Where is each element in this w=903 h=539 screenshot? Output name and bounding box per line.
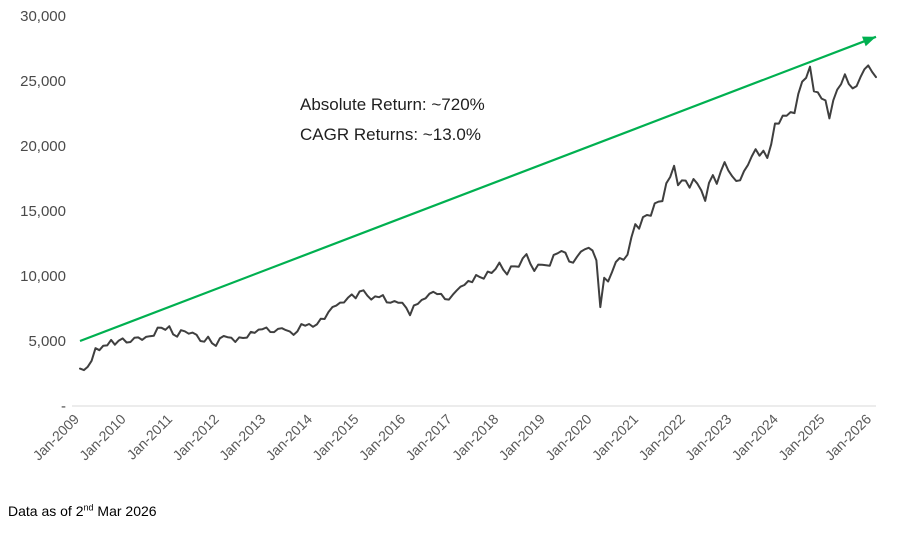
trend-arrowhead-icon [862, 36, 876, 47]
x-tick-label: Jan-2012 [169, 411, 222, 464]
y-tick-label: 20,000 [20, 138, 66, 155]
x-tick-label: Jan-2022 [635, 411, 688, 464]
footer-suffix: Mar 2026 [93, 503, 157, 519]
x-tick-label: Jan-2010 [76, 411, 129, 464]
x-tick-label: Jan-2009 [30, 411, 83, 464]
cagr-return-label: CAGR Returns: ~13.0% [300, 125, 481, 144]
x-tick-label: Jan-2023 [682, 411, 735, 464]
x-tick-label: Jan-2019 [495, 411, 548, 464]
x-tick-label: Jan-2016 [356, 411, 409, 464]
y-tick-label: 15,000 [20, 203, 66, 220]
x-tick-label: Jan-2014 [262, 411, 315, 464]
y-tick-label: 30,000 [20, 8, 66, 25]
y-tick-label: - [61, 398, 66, 415]
absolute-return-label: Absolute Return: ~720% [300, 95, 485, 114]
footer-prefix: Data as of 2 [8, 503, 84, 519]
footer-ordinal-superscript: nd [83, 502, 94, 513]
y-tick-label: 5,000 [28, 333, 66, 350]
data-as-of-note: Data as of 2nd Mar 2026 [8, 503, 157, 519]
x-tick-label: Jan-2017 [402, 411, 455, 464]
price-line [79, 64, 877, 372]
y-tick-label: 25,000 [20, 73, 66, 90]
x-tick-label: Jan-2024 [728, 411, 781, 464]
x-tick-label: Jan-2011 [123, 411, 175, 463]
x-tick-label: Jan-2015 [309, 411, 362, 464]
x-tick-label: Jan-2020 [542, 411, 595, 464]
trend-arrow-line [79, 35, 877, 343]
x-tick-label: Jan-2013 [216, 411, 269, 464]
x-tick-label: Jan-2025 [775, 411, 828, 464]
y-tick-label: 10,000 [20, 268, 66, 285]
chart-annotation: Absolute Return: ~720% CAGR Returns: ~13… [300, 90, 485, 150]
x-tick-label: Jan-2026 [822, 411, 875, 464]
line-chart: - 5,000 10,000 15,000 20,000 25,000 30,000 Jan-… [20, 8, 877, 464]
x-tick-label: Jan-2021 [589, 411, 642, 464]
x-tick-label: Jan-2018 [449, 411, 502, 464]
